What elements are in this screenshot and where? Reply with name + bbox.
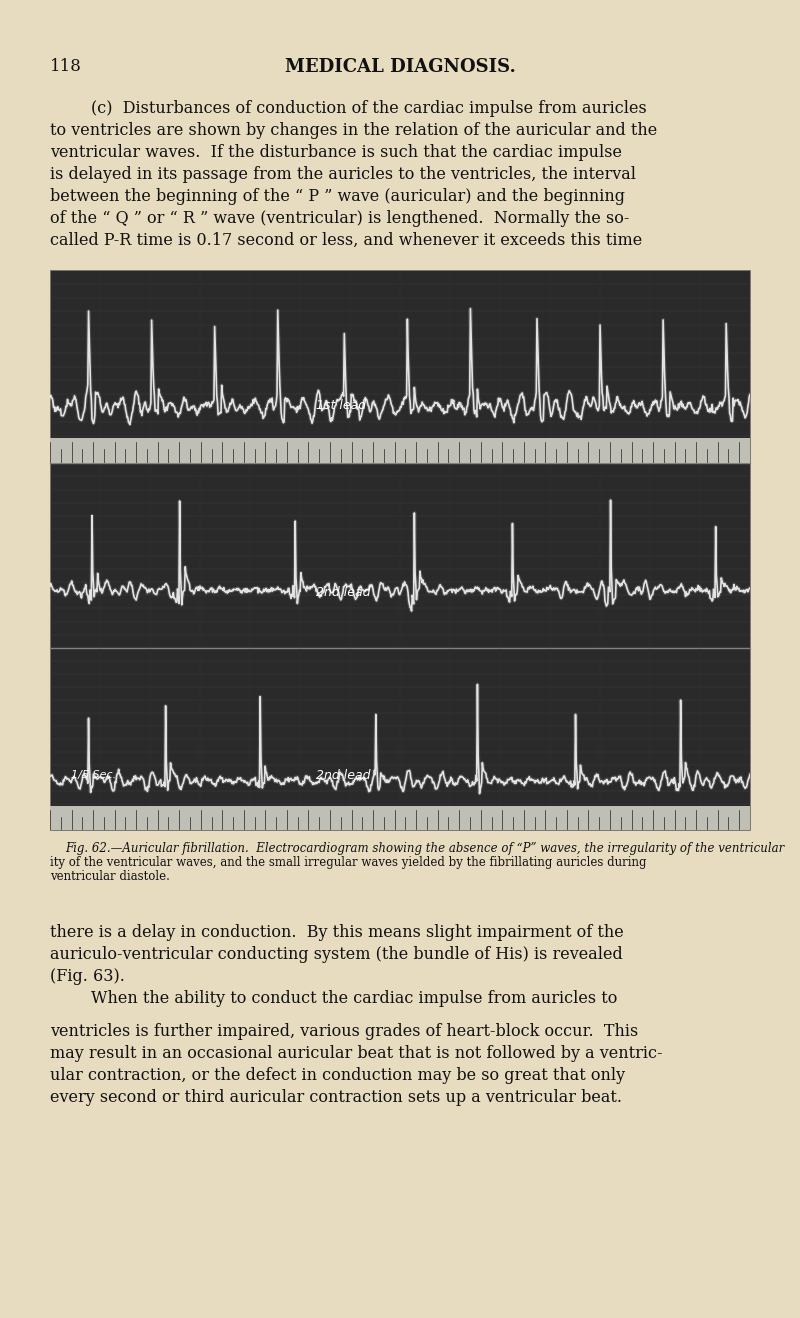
Text: may result in an occasional auricular beat that is not followed by a ventric-: may result in an occasional auricular be… (50, 1045, 662, 1062)
Bar (50, 467, 750, 486)
Text: 2nd lead: 2nd lead (316, 587, 370, 600)
Text: there is a delay in conduction.  By this means slight impairment of the: there is a delay in conduction. By this … (50, 924, 624, 941)
Text: MEDICAL DIAGNOSIS.: MEDICAL DIAGNOSIS. (285, 58, 515, 76)
Text: between the beginning of the “ P ” wave (auricular) and the beginning: between the beginning of the “ P ” wave … (50, 188, 625, 206)
Text: 1st lead: 1st lead (316, 399, 366, 411)
Text: of the “ Q ” or “ R ” wave (ventricular) is lengthened.  Normally the so-: of the “ Q ” or “ R ” wave (ventricular)… (50, 210, 630, 227)
Text: every second or third auricular contraction sets up a ventricular beat.: every second or third auricular contract… (50, 1089, 622, 1106)
Bar (50, 807, 750, 830)
Text: to ventricles are shown by changes in the relation of the auricular and the: to ventricles are shown by changes in th… (50, 123, 658, 138)
Text: ity of the ventricular waves, and the small irregular waves yielded by the fibri: ity of the ventricular waves, and the sm… (50, 855, 646, 869)
Bar (50, 834, 750, 851)
Text: 2nd lead: 2nd lead (316, 768, 370, 782)
Text: (Fig. 63).: (Fig. 63). (50, 967, 125, 985)
Text: auriculo-ventricular conducting system (the bundle of His) is revealed: auriculo-ventricular conducting system (… (50, 946, 622, 963)
Text: ventricular diastole.: ventricular diastole. (50, 870, 170, 883)
Text: 118: 118 (50, 58, 82, 75)
Text: is delayed in its passage from the auricles to the ventricles, the interval: is delayed in its passage from the auric… (50, 166, 636, 183)
Text: Fig. 62.—Auricular fibrillation.  Electrocardiogram showing the absence of “P” w: Fig. 62.—Auricular fibrillation. Electro… (65, 842, 784, 855)
Text: When the ability to conduct the cardiac impulse from auricles to: When the ability to conduct the cardiac … (50, 990, 618, 1007)
Bar (50, 438, 750, 463)
Text: called P-R time is 0.17 second or less, and whenever it exceeds this time: called P-R time is 0.17 second or less, … (50, 232, 642, 249)
Text: ventricular waves.  If the disturbance is such that the cardiac impulse: ventricular waves. If the disturbance is… (50, 144, 622, 161)
Text: ular contraction, or the defect in conduction may be so great that only: ular contraction, or the defect in condu… (50, 1068, 625, 1083)
Text: ventricles is further impaired, various grades of heart-block occur.  This: ventricles is further impaired, various … (50, 1023, 638, 1040)
Bar (50, 270, 750, 830)
Text: (c)  Disturbances of conduction of the cardiac impulse from auricles: (c) Disturbances of conduction of the ca… (50, 100, 646, 117)
Text: 1/5 Sec.: 1/5 Sec. (71, 771, 116, 780)
